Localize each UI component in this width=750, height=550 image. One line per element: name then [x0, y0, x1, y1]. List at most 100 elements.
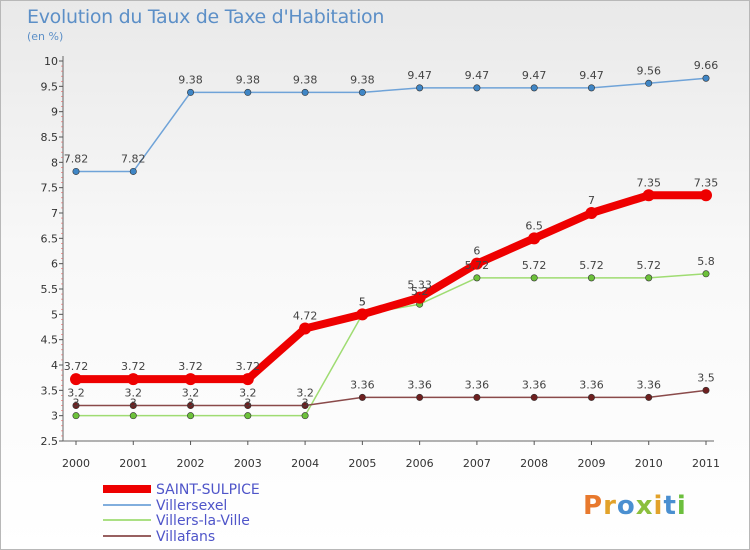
data-point-villafans	[129, 402, 137, 410]
data-point-villers-la-ville	[645, 274, 653, 282]
x-tick-label: 2006	[406, 457, 434, 470]
data-label-villersexel: 9.38	[236, 73, 261, 86]
data-label-villersexel: 7.82	[64, 152, 89, 165]
data-label-villersexel: 9.66	[694, 59, 719, 72]
y-tick-label: 4	[51, 359, 58, 372]
y-tick-label: 7.5	[41, 182, 59, 195]
data-point-villers-la-ville	[473, 274, 481, 282]
data-point-saint-sulpice	[528, 232, 541, 245]
data-point-saint-sulpice	[127, 373, 140, 386]
data-point-villafans	[72, 402, 80, 410]
data-label-villafans: 3.36	[407, 378, 432, 391]
x-tick-label: 2005	[348, 457, 376, 470]
data-point-villafans	[187, 402, 195, 410]
legend-label-villersexel: Villersexel	[156, 498, 227, 514]
data-label-villers-la-ville: 5	[359, 295, 366, 308]
data-label-saint-sulpice: 6	[473, 245, 480, 258]
data-point-saint-sulpice	[184, 373, 197, 386]
data-point-saint-sulpice	[299, 322, 312, 335]
chart-subtitle: (en %)	[27, 30, 64, 43]
data-label-villers-la-ville: 3	[130, 397, 137, 410]
data-point-villafans	[358, 393, 366, 401]
data-label-villers-la-ville: 5.2	[411, 285, 429, 298]
data-label-villafans: 3.2	[239, 387, 257, 400]
y-tick-label: 9.5	[41, 80, 59, 93]
data-point-villafans	[244, 402, 252, 410]
data-label-saint-sulpice: 3.72	[64, 360, 89, 373]
x-tick-label: 2007	[463, 457, 491, 470]
y-tick-label: 3	[51, 410, 58, 423]
data-point-villersexel	[530, 84, 538, 92]
series-line-villers-la-ville	[75, 273, 707, 417]
y-tick-label: 9	[51, 106, 58, 119]
logo-letter: o	[616, 491, 636, 521]
y-tick-label: 2.5	[41, 435, 59, 448]
y-tick-label: 5	[51, 308, 58, 321]
data-point-saint-sulpice	[470, 257, 483, 270]
data-label-saint-sulpice: 3.72	[236, 360, 261, 373]
data-label-villafans: 3.36	[636, 378, 661, 391]
data-point-villersexel	[587, 84, 595, 92]
data-point-villersexel	[244, 88, 252, 96]
data-label-villafans: 3.2	[125, 387, 143, 400]
y-tick-label: 3.5	[41, 384, 59, 397]
y-tick-label: 8.5	[41, 131, 59, 144]
data-label-saint-sulpice: 5	[359, 295, 366, 308]
data-label-villers-la-ville: 5.72	[579, 259, 604, 272]
data-point-saint-sulpice	[356, 308, 369, 321]
data-label-villafans: 3.2	[182, 387, 200, 400]
data-label-villafans: 3.2	[67, 387, 85, 400]
x-tick-label: 2010	[635, 457, 663, 470]
legend-label-villafans: Villafans	[156, 529, 215, 545]
data-point-villersexel	[416, 84, 424, 92]
data-label-villers-la-ville: 5.72	[636, 259, 661, 272]
x-tick-label: 2008	[520, 457, 548, 470]
data-point-villafans	[587, 393, 595, 401]
logo-letter: r	[603, 491, 617, 521]
data-point-villers-la-ville	[129, 412, 137, 420]
data-point-saint-sulpice	[70, 373, 82, 386]
data-point-villers-la-ville	[702, 270, 710, 278]
logo-letter: i	[653, 491, 664, 521]
data-label-villafans: 3.2	[296, 387, 314, 400]
x-tick-label: 2000	[62, 457, 90, 470]
x-tick-label: 2011	[692, 457, 720, 470]
x-tick-label: 2002	[177, 457, 205, 470]
data-label-saint-sulpice: 7	[588, 194, 595, 207]
x-tick-label: 2001	[119, 457, 147, 470]
logo-letter: t	[663, 491, 677, 521]
data-label-saint-sulpice: 5.33	[407, 279, 432, 292]
data-label-saint-sulpice: 4.72	[293, 310, 318, 323]
data-point-villafans	[301, 402, 309, 410]
data-label-villafans: 3.36	[522, 378, 547, 391]
data-label-saint-sulpice: 7.35	[636, 176, 661, 189]
data-label-villersexel: 9.56	[636, 64, 661, 77]
data-point-villafans	[645, 393, 653, 401]
chart-title: Evolution du Taux de Taxe d'Habitation	[27, 6, 385, 28]
data-point-saint-sulpice	[585, 207, 598, 219]
data-point-villersexel	[702, 74, 710, 82]
data-label-villafans: 3.36	[465, 378, 490, 391]
legend-label-villers-la-ville: Villers-la-Ville	[156, 513, 250, 529]
data-label-villersexel: 9.47	[407, 69, 432, 82]
data-label-villers-la-ville: 3	[244, 397, 251, 410]
data-point-villersexel	[187, 88, 195, 96]
data-label-villers-la-ville: 3	[302, 397, 309, 410]
data-point-villafans	[473, 393, 481, 401]
data-point-villers-la-ville	[244, 412, 252, 420]
data-point-villersexel	[473, 84, 481, 92]
data-point-villers-la-ville	[301, 412, 309, 420]
data-point-villafans	[702, 386, 710, 394]
y-tick-label: 5.5	[41, 283, 59, 296]
logo-letter: i	[676, 491, 687, 521]
legend-label-saint-sulpice: SAINT-SULPICE	[156, 482, 260, 498]
y-tick-label: 8	[51, 156, 58, 169]
data-point-villers-la-ville	[72, 412, 80, 420]
data-label-villafans: 3.36	[579, 378, 604, 391]
y-tick-label: 4.5	[41, 334, 59, 347]
data-point-villersexel	[358, 88, 366, 96]
y-tick-label: 10	[44, 55, 58, 68]
data-label-saint-sulpice: 3.72	[121, 360, 146, 373]
